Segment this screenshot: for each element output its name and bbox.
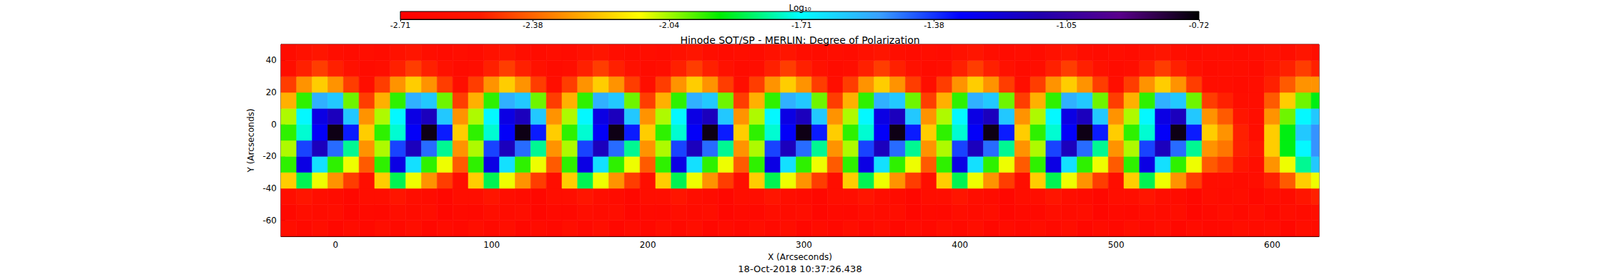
svg-text:-2.04: -2.04: [659, 20, 680, 31]
svg-text:400: 400: [951, 239, 969, 250]
svg-text:Log₁₀: Log₁₀: [788, 2, 811, 13]
svg-text:40: 40: [265, 55, 277, 66]
svg-text:20: 20: [265, 87, 277, 98]
svg-text:-0.72: -0.72: [1188, 20, 1209, 31]
svg-text:Y (Arcseconds): Y (Arcseconds): [245, 107, 256, 173]
svg-text:0: 0: [270, 119, 277, 130]
svg-text:-60: -60: [262, 215, 277, 226]
svg-text:600: 600: [1263, 239, 1281, 250]
svg-text:-2.38: -2.38: [522, 20, 543, 31]
svg-text:200: 200: [639, 239, 657, 250]
svg-text:500: 500: [1108, 239, 1125, 250]
svg-text:-2.71: -2.71: [390, 20, 411, 31]
svg-text:X (Arcseconds): X (Arcseconds): [767, 251, 833, 262]
svg-text:Hinode SOT/SP - MERLIN: Degree: Hinode SOT/SP - MERLIN: Degree of Polari…: [679, 34, 920, 46]
svg-text:-40: -40: [262, 183, 277, 194]
svg-text:18-Oct-2018 10:37:26.438: 18-Oct-2018 10:37:26.438: [737, 263, 862, 274]
svg-text:300: 300: [795, 239, 813, 250]
svg-text:-1.38: -1.38: [923, 20, 944, 31]
svg-text:-20: -20: [262, 150, 277, 161]
svg-text:100: 100: [483, 239, 500, 250]
svg-text:-1.05: -1.05: [1056, 20, 1077, 31]
svg-text:-1.71: -1.71: [791, 20, 812, 31]
svg-text:0: 0: [333, 239, 339, 250]
